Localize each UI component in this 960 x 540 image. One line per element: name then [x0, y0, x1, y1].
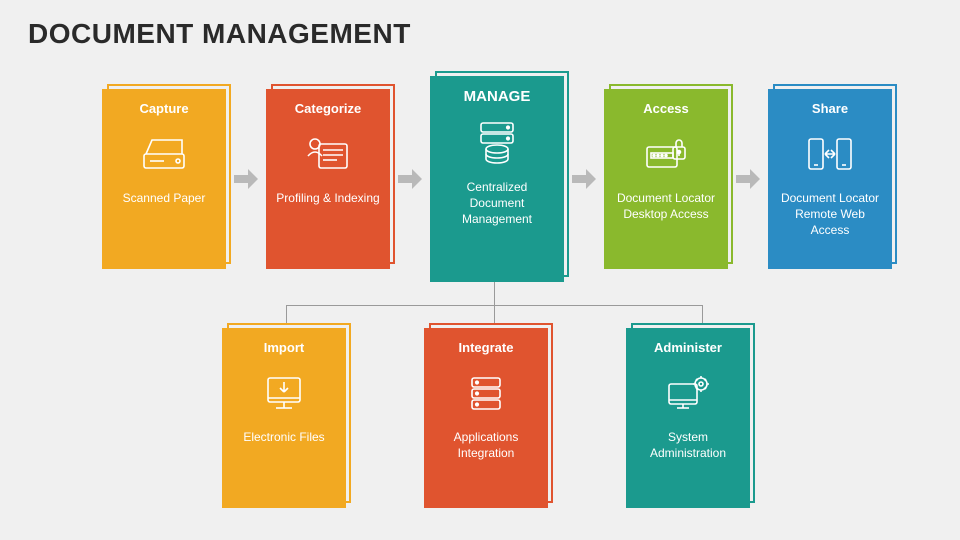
database-icon [475, 115, 519, 171]
stack-icon [466, 365, 506, 421]
card-body: Import Electronic Files [222, 328, 346, 508]
arrow-icon [734, 165, 762, 193]
card-access: Access Document Locator Desktop Access [604, 89, 728, 269]
card-body: Access Document Locator Desktop Access [604, 89, 728, 269]
bottom-row: Import Electronic Files Integrate [222, 328, 750, 508]
lock-icon [643, 126, 689, 182]
card-body: MANAGE Centralized Document Management [430, 76, 564, 282]
card-title: Administer [654, 340, 722, 355]
card-title: Access [643, 101, 689, 116]
connector-drop-1 [286, 305, 287, 325]
connector-drop-2 [494, 305, 495, 325]
profile-icon [305, 126, 351, 182]
card-desc: Document Locator Desktop Access [612, 190, 720, 222]
card-title: Categorize [295, 101, 361, 116]
card-desc: System Administration [634, 429, 742, 461]
scanner-icon [140, 126, 188, 182]
card-share: Share Document Locator Remote Web Access [768, 89, 892, 269]
card-body: Capture Scanned Paper [102, 89, 226, 269]
card-administer: Administer System Administration [626, 328, 750, 508]
card-capture: Capture Scanned Paper [102, 89, 226, 269]
arrow-icon [570, 165, 598, 193]
card-desc: Electronic Files [243, 429, 324, 445]
card-body: Administer System Administration [626, 328, 750, 508]
card-desc: Profiling & Indexing [276, 190, 379, 206]
card-desc: Document Locator Remote Web Access [776, 190, 884, 239]
card-desc: Applications Integration [432, 429, 540, 461]
card-desc: Centralized Document Management [438, 179, 556, 228]
connector-drop-3 [702, 305, 703, 325]
card-manage: MANAGE Centralized Document Management [430, 76, 564, 282]
phones-icon [805, 126, 855, 182]
top-row: Capture Scanned Paper Categorize [102, 76, 892, 282]
card-body: Categorize Profiling & Indexing [266, 89, 390, 269]
card-title: Share [812, 101, 848, 116]
card-title: Capture [139, 101, 188, 116]
card-categorize: Categorize Profiling & Indexing [266, 89, 390, 269]
arrow-icon [232, 165, 260, 193]
page-title: DOCUMENT MANAGEMENT [28, 18, 411, 50]
card-title: Import [264, 340, 304, 355]
card-import: Import Electronic Files [222, 328, 346, 508]
admin-icon [665, 365, 711, 421]
card-integrate: Integrate Applications Integration [424, 328, 548, 508]
card-title: Integrate [459, 340, 514, 355]
card-title: MANAGE [464, 88, 531, 105]
connector-vertical [494, 282, 495, 306]
arrow-icon [396, 165, 424, 193]
card-desc: Scanned Paper [123, 190, 206, 206]
card-body: Integrate Applications Integration [424, 328, 548, 508]
monitor-icon [262, 365, 306, 421]
card-body: Share Document Locator Remote Web Access [768, 89, 892, 269]
